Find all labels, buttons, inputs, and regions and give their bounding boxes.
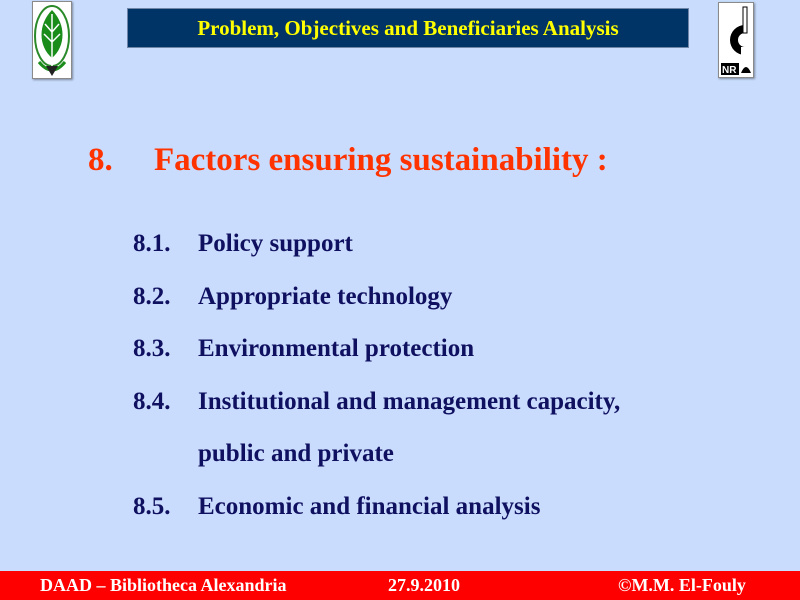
footer-date: 27.9.2010 [388,575,460,595]
item-number: 8.4. [133,387,171,415]
list-item: 8.3. Environmental protection [133,335,620,388]
footer-bar: DAAD – Bibliotheca Alexandria 27.9.2010 … [0,571,800,600]
item-number: 8.1. [133,230,171,257]
item-text: Economic and financial analysis [198,492,541,520]
heading-text: Factors ensuring sustainability : [154,142,608,178]
list-item: 8.5. Economic and financial analysis [133,493,620,546]
item-text: Policy support [198,230,353,257]
footer-copyright: ©M.M. El-Fouly [618,575,746,595]
footer-left: DAAD – Bibliotheca Alexandria [40,575,287,595]
list-item: 8.4. Institutional and management capacit… [133,388,620,441]
factor-list: 8.1. Policy support 8.2. Appropriate techn… [133,230,620,545]
heading-number: 8. [88,142,113,178]
nrc-logo: NR [718,2,754,78]
item-text: Appropriate technology [198,282,453,310]
list-item-continuation: public and private [133,440,620,493]
gtz-nrc-logo [32,1,72,79]
item-text: Institutional and management capacity, [198,387,621,415]
item-number: 8.5. [133,492,171,520]
list-item: 8.2. Appropriate technology [133,283,620,336]
section-heading: 8. Factors ensuring sustainability : [88,142,608,179]
item-number: 8.2. [133,282,171,310]
item-text: public and private [198,440,394,467]
item-number: 8.3. [133,335,171,362]
list-item: 8.1. Policy support [133,230,620,283]
item-text: Environmental protection [198,335,475,362]
svg-text:NR: NR [722,65,737,76]
slide-title: Problem, Objectives and Beneficiaries An… [197,15,619,40]
slide-title-bar: Problem, Objectives and Beneficiaries An… [127,8,689,48]
